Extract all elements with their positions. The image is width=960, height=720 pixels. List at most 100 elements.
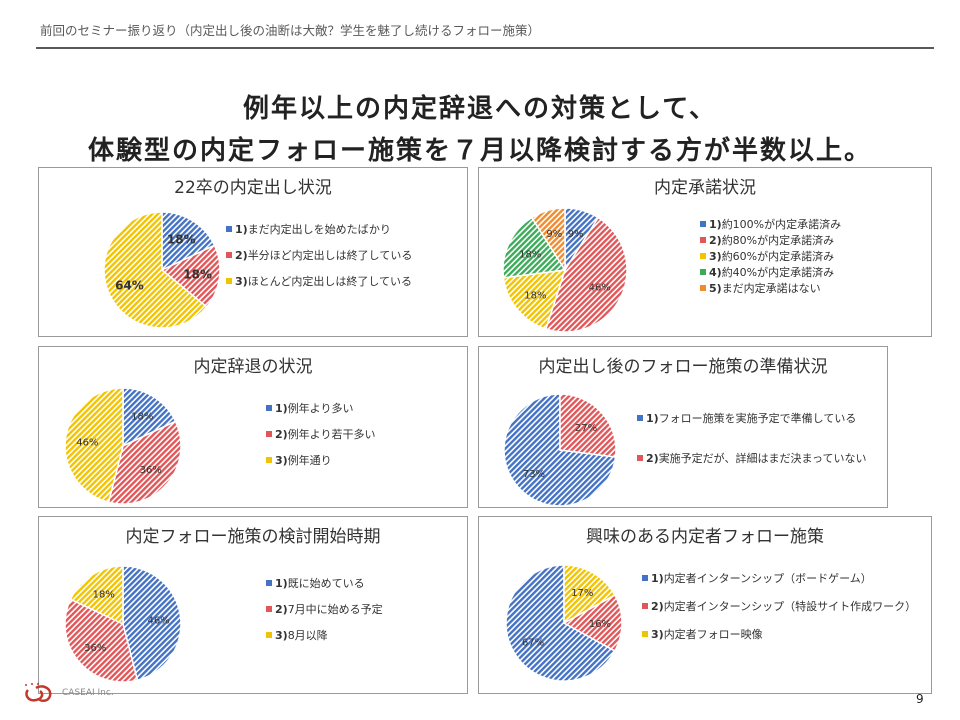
legend-item: 1) フォロー施策を実施予定で準備している xyxy=(637,412,879,425)
legend-swatch xyxy=(266,580,272,586)
legend-swatch xyxy=(266,431,272,437)
legend-swatch xyxy=(226,252,232,258)
legend-item: 2) 内定者インターンシップ（特設サイト作成ワーク） xyxy=(642,600,923,613)
chart-title: 内定辞退の状況 xyxy=(193,357,313,377)
slice-label: 18% xyxy=(167,233,196,247)
slice-label: 64% xyxy=(115,278,144,292)
pie-slice xyxy=(160,244,221,309)
pie-slice xyxy=(505,564,616,682)
legend-swatch xyxy=(266,405,272,411)
legend-label: 約60%が内定承諾済み xyxy=(721,250,835,263)
legend-label: 例年より多い xyxy=(287,402,354,415)
legend-swatch xyxy=(637,455,643,461)
legend-number: 4) xyxy=(709,266,722,279)
legend-number: 2) xyxy=(235,249,248,262)
legend-item: 3) 例年通り xyxy=(266,454,459,467)
slice-label: 18% xyxy=(183,268,212,282)
legend-number: 1) xyxy=(709,218,722,231)
legend-number: 3) xyxy=(275,454,288,467)
legend-label: フォロー施策を実施予定で準備している xyxy=(658,412,857,425)
legend-item: 2) 半分ほど内定出しは終了している xyxy=(226,249,459,262)
chart-panel: 内定承諾状況 9% 46% 18% 18% 9% 1) 約100%が内定承諾済み 2) 約80%が… xyxy=(478,167,932,337)
legend-label: ほとんど内定出しは終了している xyxy=(247,275,413,288)
slice-label: 18% xyxy=(93,590,115,601)
legend-label: 半分ほど内定出しは終了している xyxy=(247,249,413,262)
chart-panel: 内定出し後のフォロー施策の準備状況 73% 27% 1) フォロー施策を実施予定で準備し… xyxy=(478,346,888,508)
slice-label: 46% xyxy=(589,282,611,293)
legend-item: 1) 約100%が内定承諾済み xyxy=(700,218,923,231)
legend-number: 3) xyxy=(275,629,288,642)
pie-slice xyxy=(502,269,567,330)
slice-label: 9% xyxy=(546,229,562,240)
chart-panel: 内定辞退の状況 18% 36% 46% 1) 例年より多い 2) 例年より若干多い 3) 例年通り xyxy=(38,346,468,508)
legend-swatch xyxy=(700,285,706,291)
legend-item: 1) 既に始めている xyxy=(266,577,459,590)
legend-label: 8月以降 xyxy=(287,629,328,642)
legend-item: 2) 実施予定だが、詳細はまだ決まっていない xyxy=(637,452,879,465)
legend-label: 既に始めている xyxy=(287,577,365,590)
pie-slice xyxy=(107,420,182,505)
pie-slice xyxy=(161,211,216,272)
legend-number: 3) xyxy=(235,275,248,288)
legend-item: 2) 約80%が内定承諾済み xyxy=(700,234,923,247)
legend-swatch xyxy=(266,457,272,463)
pie-slice xyxy=(559,393,617,458)
pie-slice xyxy=(563,564,616,625)
legend-swatch xyxy=(642,603,648,609)
legend-item: 3) 内定者フォロー映像 xyxy=(642,628,923,641)
pie-slice xyxy=(502,216,567,279)
slice-label: 9% xyxy=(568,229,584,240)
pie-chart: 18% 18% 64% xyxy=(103,211,221,329)
legend-number: 2) xyxy=(275,428,288,441)
pie-chart: 46% 36% 18% xyxy=(64,565,182,683)
slice-label: 18% xyxy=(519,250,541,261)
slice-label: 18% xyxy=(131,412,153,423)
chart-panel: 22卒の内定出し状況 18% 18% 64% 1) まだ内定出しを始めたばかり 2) 半分ほど… xyxy=(38,167,468,337)
pie-slice xyxy=(122,565,182,682)
legend-label: 実施予定だが、詳細はまだ決まっていない xyxy=(658,452,867,465)
pie-slice xyxy=(64,387,124,504)
pie-slice xyxy=(530,207,566,273)
legend-number: 1) xyxy=(646,412,659,425)
legend-item: 1) 例年より多い xyxy=(266,402,459,415)
legend-item: 4) 約40%が内定承諾済み xyxy=(700,266,923,279)
slice-label: 46% xyxy=(76,437,98,448)
breadcrumb: 前回のセミナー振り返り（内定出し後の油断は大敵？学生を魅了し続けるフォロー施策） xyxy=(40,23,541,38)
pie-slice xyxy=(103,211,208,329)
slice-label: 36% xyxy=(84,643,106,654)
legend-number: 2) xyxy=(651,600,664,613)
legend-swatch xyxy=(637,415,643,421)
legend-label: まだ内定出しを始めたばかり xyxy=(247,223,391,236)
legend-label: 内定者インターンシップ（ボードゲーム） xyxy=(663,572,872,585)
chart-title: 22卒の内定出し状況 xyxy=(174,178,332,198)
legend-swatch xyxy=(700,269,706,275)
legend-number: 2) xyxy=(709,234,722,247)
legend-label: 例年より若干多い xyxy=(287,428,376,441)
slice-label: 18% xyxy=(524,291,546,302)
pie-slice xyxy=(544,216,628,333)
pie-slice xyxy=(562,594,623,652)
chart-title: 内定出し後のフォロー施策の準備状況 xyxy=(538,357,828,377)
legend-label: 約100%が内定承諾済み xyxy=(721,218,842,231)
slice-label: 36% xyxy=(140,465,162,476)
legend-label: 約80%が内定承諾済み xyxy=(721,234,835,247)
legend-item: 3) ほとんど内定出しは終了している xyxy=(226,275,459,288)
legend-number: 2) xyxy=(646,452,659,465)
legend-label: 例年通り xyxy=(287,454,332,467)
company-name: CASEAI Inc. xyxy=(62,688,114,698)
legend-label: 内定者インターンシップ（特設サイト作成ワーク） xyxy=(663,600,917,613)
legend-item: 3) 8月以降 xyxy=(266,629,459,642)
pie-chart: 67% 16% 17% xyxy=(505,564,623,682)
legend-item: 5) まだ内定承諾はない xyxy=(700,282,923,295)
legend-item: 1) まだ内定出しを始めたばかり xyxy=(226,223,459,236)
page-number: 9 xyxy=(916,692,924,706)
chart-panel: 興味のある内定者フォロー施策 67% 16% 17% 1) 内定者インターンシップ（ボード… xyxy=(478,516,932,694)
pie-slice xyxy=(69,565,124,626)
legend-number: 2) xyxy=(275,603,288,616)
legend-swatch xyxy=(700,237,706,243)
chart-title: 内定フォロー施策の検討開始時期 xyxy=(125,527,381,547)
legend-swatch xyxy=(700,221,706,227)
legend-swatch xyxy=(266,632,272,638)
slice-label: 27% xyxy=(575,423,597,434)
legend-swatch xyxy=(642,631,648,637)
